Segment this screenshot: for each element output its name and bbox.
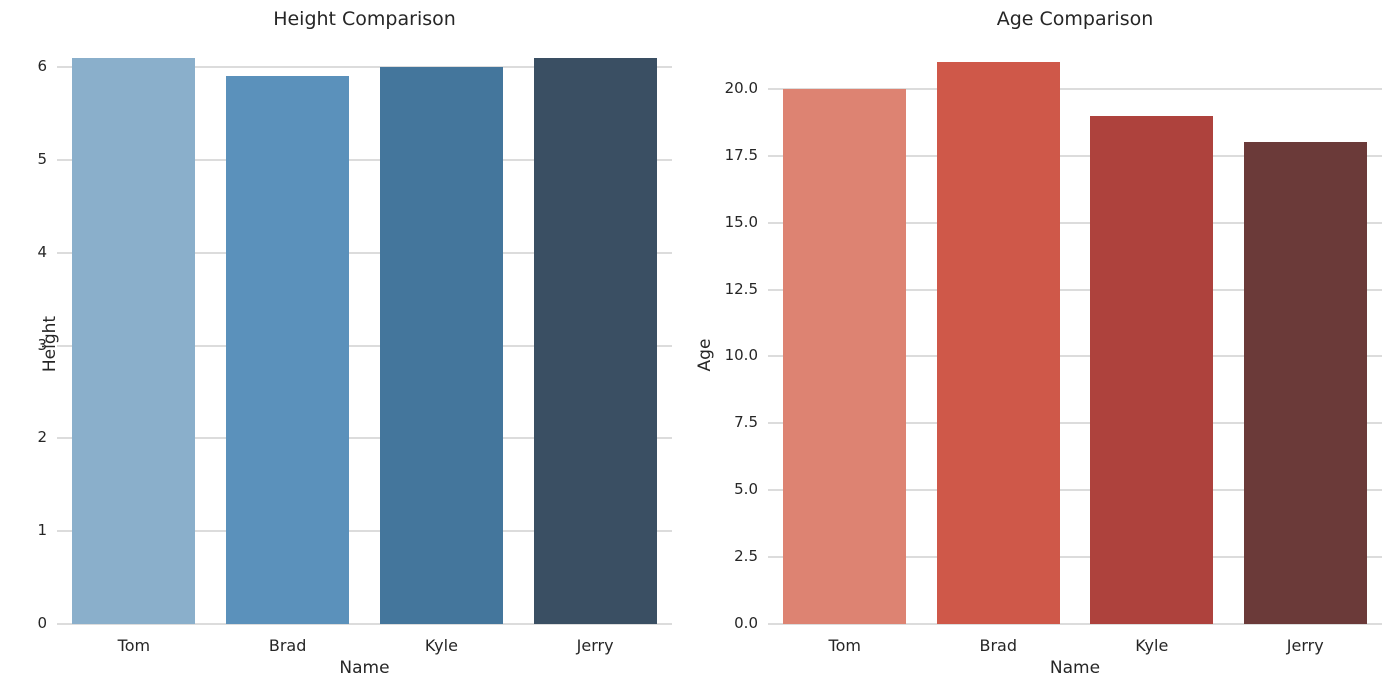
y-tick-label: 10.0 [724, 346, 758, 365]
gridline [57, 623, 672, 625]
gridline [57, 530, 672, 533]
gridline [768, 221, 1382, 224]
y-tick-label: 6 [37, 57, 47, 76]
y-tick-label: 5 [37, 149, 47, 168]
x-tick-label: Tom [117, 636, 151, 655]
y-tick-label: 0.0 [734, 614, 758, 632]
gridline [57, 158, 672, 161]
y-tick-label: 20.0 [724, 78, 758, 97]
gridline [768, 288, 1382, 291]
y-tick-label: 15.0 [724, 212, 758, 231]
y-axis-label: Height [40, 315, 60, 373]
bar-jerry [533, 57, 657, 624]
y-tick-label: 2 [37, 428, 47, 447]
bar-brad [936, 62, 1060, 624]
y-tick-label: 3 [37, 335, 47, 354]
y-tick-label: 17.5 [724, 145, 758, 164]
x-tick-label: Jerry [576, 636, 614, 655]
gridline [768, 154, 1382, 157]
bar-kyle [379, 67, 503, 624]
y-tick-label: 5.0 [734, 480, 758, 499]
y-tick-label: 7.5 [734, 413, 758, 432]
gridline [57, 344, 672, 347]
x-tick-label: Brad [979, 636, 1017, 655]
gridline [57, 437, 672, 440]
gridline [768, 489, 1382, 492]
bar-jerry [1243, 142, 1367, 624]
gridline [768, 355, 1382, 358]
chart-title: Age Comparison [996, 8, 1154, 30]
bar-brad [226, 76, 350, 624]
y-tick-label: 1 [37, 521, 47, 540]
bar-tom [72, 57, 196, 624]
bar-tom [783, 88, 907, 624]
x-tick-label: Kyle [424, 636, 458, 655]
gridline [768, 556, 1382, 559]
chart-title: Height Comparison [273, 8, 456, 30]
x-tick-label: Tom [828, 636, 861, 655]
y-tick-label: 2.5 [734, 547, 758, 566]
y-axis-label: Age [695, 338, 715, 372]
x-tick-label: Kyle [1135, 636, 1169, 655]
bar-kyle [1090, 115, 1214, 624]
y-tick-label: 12.5 [724, 279, 758, 298]
x-tick-label: Jerry [1286, 636, 1324, 655]
gridline [768, 87, 1382, 90]
gridline [57, 66, 672, 69]
gridline [768, 422, 1382, 425]
gridline [768, 623, 1382, 625]
x-tick-label: Brad [268, 636, 307, 655]
y-tick-label: 4 [37, 242, 47, 261]
x-axis-label: Name [339, 658, 390, 678]
x-axis-label: Name [1049, 658, 1101, 678]
y-tick-label: 0 [37, 614, 47, 632]
gridline [57, 251, 672, 254]
